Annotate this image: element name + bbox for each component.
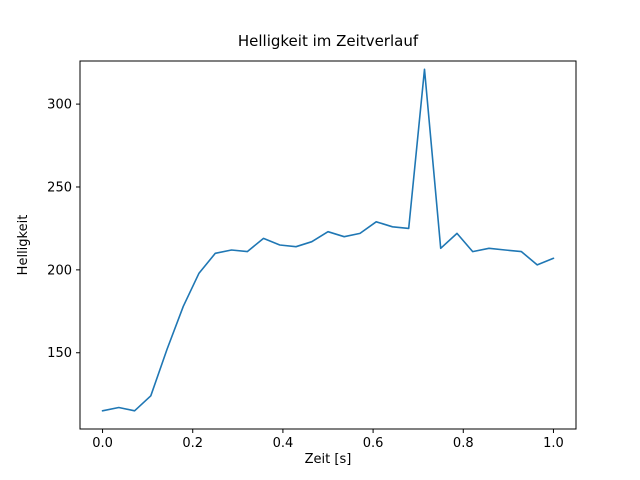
- x-tick-label: 0.8: [453, 436, 474, 451]
- y-tick-label: 200: [47, 263, 72, 278]
- x-axis-ticks: 0.0 0.2 0.4 0.6 0.8 1.0: [92, 429, 564, 451]
- y-tick-label: 250: [47, 180, 72, 195]
- series-line: [101, 68, 555, 412]
- y-axis-ticks: 150 200 250 300: [47, 98, 80, 361]
- x-tick-label: 0.2: [182, 436, 203, 451]
- x-tick-label: 0.4: [273, 436, 294, 451]
- chart-title: Helligkeit im Zeitverlauf: [238, 32, 419, 50]
- x-tick-label: 0.0: [92, 436, 113, 451]
- y-tick-label: 150: [47, 346, 72, 361]
- x-tick-label: 0.6: [363, 436, 384, 451]
- x-axis-label: Zeit [s]: [305, 452, 352, 467]
- x-tick-label: 1.0: [543, 436, 564, 451]
- y-tick-label: 300: [47, 98, 72, 113]
- y-axis-label: Helligkeit: [16, 215, 31, 276]
- plot-frame: [79, 60, 577, 430]
